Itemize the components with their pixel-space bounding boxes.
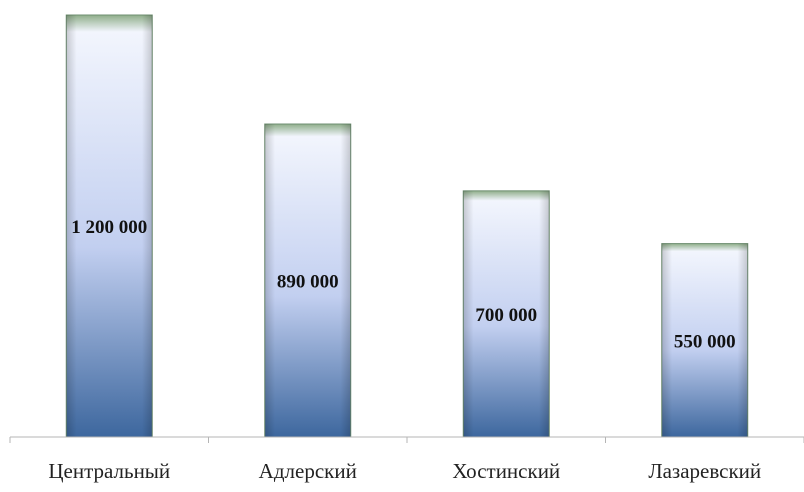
bars-group [65,14,749,438]
data-label-4: 550 000 [674,331,736,352]
category-label-3: Хостинский [452,459,560,483]
bar-shade-4 [661,243,748,437]
data-label-3: 700 000 [475,305,537,326]
data-label-2: 890 000 [277,272,339,293]
data-label-1: 1 200 000 [71,217,147,238]
data-labels-group: 1 200 000 890 000 700 000 550 000 [71,217,735,352]
bar-shade-1 [66,15,153,437]
bar-shade-2 [264,124,351,438]
category-label-4: Лазаревский [648,459,761,483]
x-axis-ticks [9,437,804,443]
category-label-2: Адлерский [259,459,357,483]
category-label-1: Центральный [48,459,170,483]
category-labels-group: Центральный Адлерский Хостинский Лазаревски… [48,459,761,483]
bar-shade-3 [463,190,550,437]
